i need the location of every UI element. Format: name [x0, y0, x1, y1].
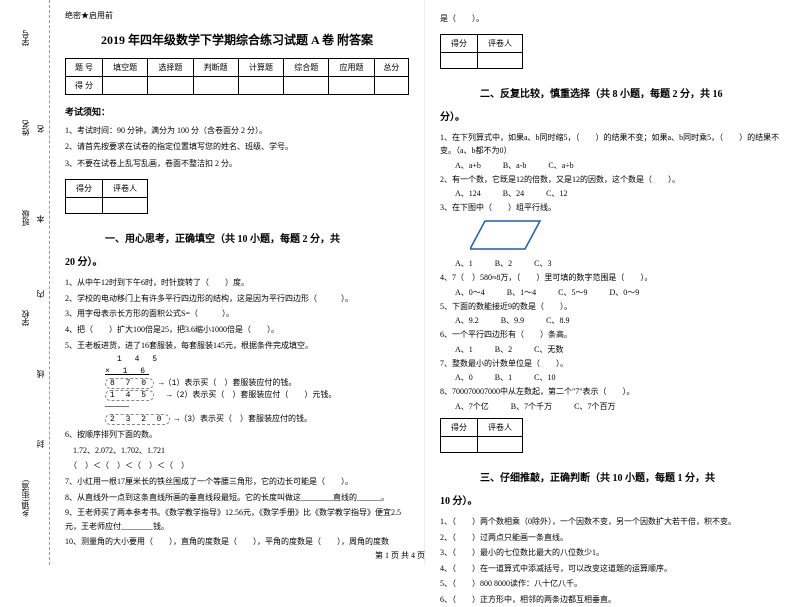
q1-8: 8、从直线外一点到这条直线所画的垂直线段最短。它的长度叫做这________直线…: [65, 491, 409, 505]
q1-7: 7、小红用一根17厘米长的铁丝围成了一个等腰三角形，它的边长可能是（ ）。: [65, 475, 409, 489]
column-left: 绝密★启用前 2019 年四年级数学下学期综合练习试题 A 卷 附答案 题 号 …: [50, 0, 425, 565]
td-score: 得 分: [66, 77, 103, 95]
q1-10: 10、测量角的大小要用（ ），直角的度数是（ ），平角的度数是（ ），周角的度数: [65, 535, 409, 549]
score-table: 题 号 填空题 选择题 判断题 计算题 综合题 应用题 总分 得 分: [65, 58, 409, 95]
th-comp: 综合题: [284, 59, 329, 77]
notice-title: 考试须知：: [65, 105, 409, 118]
q1-6a: 1.72、2.072、1.702、1.721: [65, 444, 409, 458]
th-judge: 判断题: [193, 59, 238, 77]
q2-3-opts: A、1 B、2 C、3: [455, 258, 785, 269]
marker-4: 线: [35, 370, 46, 378]
q2-1-opts: A、a+b B、a-b C、a÷b: [455, 160, 785, 171]
grade-box-1: 得分评卷人: [65, 179, 148, 214]
q3-2: 2、（ ）过两点只能画一条直线。: [440, 531, 785, 545]
q2-5: 5、下面的数能接近9的数是（ ）。: [440, 300, 785, 314]
q1-4: 4、把（ ）扩大100倍是25，把3.6缩小1000倍是（ ）。: [65, 323, 409, 337]
q1-2: 2、学校的电动移门上有许多平行四边形的结构，这是因为平行四边形（ ）。: [65, 292, 409, 306]
q3-4: 4、（ ）在一道算式中添减括号，可以改变这道题的运算顺序。: [440, 562, 785, 576]
q1-1: 1、从中午12时到下午6时，时针旋转了（ ）度。: [65, 276, 409, 290]
page-footer: 第 1 页 共 4 页: [0, 550, 800, 561]
q1-6b: （ ）＜（ ）＜（ ）＜（ ）: [65, 459, 409, 473]
q2-7: 7、整数最小的计数单位是（ ）。: [440, 357, 785, 371]
grade-box-2: 得分评卷人: [440, 34, 523, 69]
th-fill: 填空题: [103, 59, 148, 77]
label-name: 姓名: [20, 120, 31, 136]
th-app: 应用题: [329, 59, 374, 77]
label-studentid: 学号: [20, 30, 31, 46]
parallelogram-figure: [470, 219, 785, 254]
section3-score: 10 分）。: [440, 492, 785, 507]
label-school: 学校: [20, 310, 31, 326]
notice-3: 3、不要在试卷上乱写乱画，卷面不整洁扣 2 分。: [65, 157, 409, 171]
classification: 绝密★启用前: [65, 10, 409, 21]
multiplication-work: 1 4 5 × 1 6 8 7 0 →（1）表示买（ ）套服装应付的钱。 1 4…: [105, 354, 409, 426]
q2-2-opts: A、124 B、24 C、12: [455, 188, 785, 199]
q2-5-opts: A、9.2 B、9.9 C、8.9: [455, 315, 785, 326]
q2-4-opts: A、0～4 B、1～4 C、5～9 D、0～9: [455, 287, 785, 298]
parallelogram-shape: [470, 221, 540, 249]
q2-6: 6、一个平行四边形有（ ）条高。: [440, 328, 785, 342]
notice-1: 1、考试时间：90 分钟，满分为 100 分（含卷面分 2 分）。: [65, 124, 409, 138]
q1-9: 9、王老师买了两本参考书。《数学教学指导》12.56元，《数学手册》比《数学教学…: [65, 506, 409, 533]
marker-2: 本: [35, 215, 46, 223]
q3-6: 6、（ ）正方形中，相邻的两条边都互相垂直。: [440, 593, 785, 607]
th-total: 总分: [374, 59, 408, 77]
th-calc: 计算题: [238, 59, 283, 77]
grade-box-3: 得分评卷人: [440, 418, 523, 453]
q1-5: 5、王老板进货，进了16套服装，每套服装145元，根据条件完成填空。: [65, 339, 409, 353]
marker-3: 内: [35, 290, 46, 298]
th-choice: 选择题: [148, 59, 193, 77]
q2-3: 3、在下图中（ ）组平行线。: [440, 201, 785, 215]
q2-1: 1、在下列算式中，如果a、b同时缩5，（ ）的结果不变；如果a、b同时乘5，（ …: [440, 131, 785, 158]
notice-2: 2、请首先按要求在试卷的指定位置填写您的姓名、班级、学号。: [65, 140, 409, 154]
section3-title: 三、仔细推敲，正确判断（共 10 小题，每题 1 分，共: [480, 469, 785, 484]
section1-score: 20 分）。: [65, 253, 409, 268]
marker-5: 封: [35, 440, 46, 448]
q2-8: 8、700070007000中从左数起，第二个"7"表示（ ）。: [440, 385, 785, 399]
binding-margin: 学号 姓名 名 班级 本 内 学校 线 封 乡镇(街道): [0, 0, 50, 565]
q3-5: 5、（ ）800 8000读作：八十亿八千。: [440, 577, 785, 591]
q3-1: 1、（ ）两个数相乘（0除外），一个因数不变，另一个因数扩大若干倍，积不变。: [440, 515, 785, 529]
section2-title: 二、反复比较，慎重选择（共 8 小题，每题 2 分，共 16: [480, 85, 785, 100]
section2-score: 分）。: [440, 108, 785, 123]
label-class: 班级: [20, 210, 31, 226]
section1-title: 一、用心思考，正确填空（共 10 小题，每题 2 分，共: [105, 230, 409, 245]
q2-6-opts: A、1 B、2 C、无数: [455, 344, 785, 355]
marker-1: 名: [35, 125, 46, 133]
q1-3: 3、用字母表示长方形的面积公式S=（ ）。: [65, 307, 409, 321]
q2-2: 2、有一个数，它既是12的倍数，又是12的因数，这个数是（ ）。: [440, 173, 785, 187]
q1-6: 6、按顺序排列下面的数。: [65, 428, 409, 442]
exam-title: 2019 年四年级数学下学期综合练习试题 A 卷 附答案: [65, 31, 409, 48]
q1-10-cont: 是（ ）。: [440, 12, 785, 26]
q2-8-opts: A、7个亿 B、7个千万 C、7个百万: [455, 401, 785, 412]
column-right: 是（ ）。 得分评卷人 二、反复比较，慎重选择（共 8 小题，每题 2 分，共 …: [425, 0, 800, 565]
q2-4: 4、7（ ）580≈8万，（ ）里可填的数字范围是（ ）。: [440, 271, 785, 285]
th-num: 题 号: [66, 59, 103, 77]
q2-7-opts: A、0 B、1 C、10: [455, 372, 785, 383]
label-town: 乡镇(街道): [20, 480, 31, 517]
